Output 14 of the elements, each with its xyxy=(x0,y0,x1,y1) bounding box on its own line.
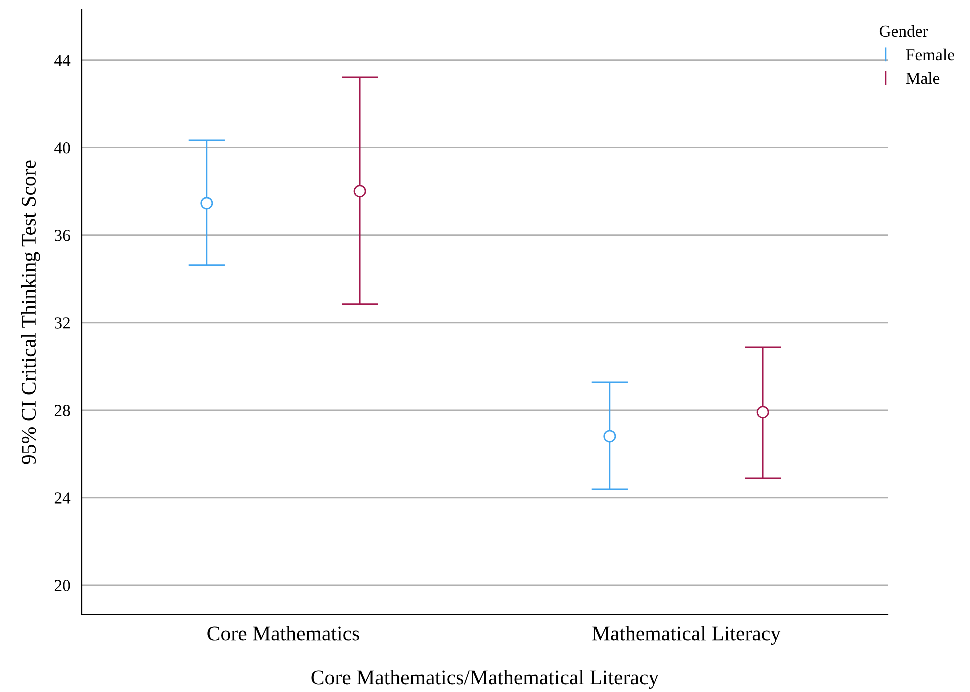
y-tick-label: 36 xyxy=(55,230,70,242)
y-tick-label: 20 xyxy=(54,580,70,592)
x-tick-label: Mathematical Literacy xyxy=(592,626,781,646)
y-tick-label: 24 xyxy=(54,492,71,504)
legend-label: Male xyxy=(906,72,940,84)
legend-label: Female xyxy=(906,48,954,61)
y-axis-title: 95% CI Critical Thinking Test Score xyxy=(21,160,40,464)
y-tick-label: 44 xyxy=(54,55,71,66)
y-tick-label: 28 xyxy=(54,405,70,416)
x-axis-title: Core Mathematics/Mathematical Literacy xyxy=(312,670,660,690)
y-tick-label: 32 xyxy=(55,318,70,329)
y-tick-label: 40 xyxy=(54,142,70,154)
x-tick-label: Core Mathematics xyxy=(208,626,360,641)
legend-title: Gender xyxy=(880,25,928,38)
